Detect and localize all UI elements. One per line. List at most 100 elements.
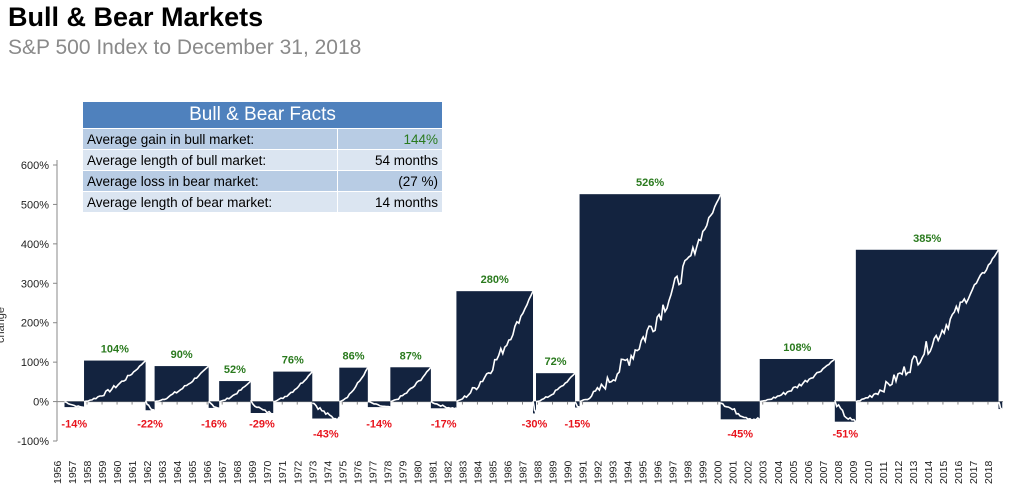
bear-index-line bbox=[997, 401, 1003, 411]
x-tick-label: 1998 bbox=[683, 460, 695, 484]
bull-data-label: 280% bbox=[481, 274, 509, 286]
bull-market-area bbox=[390, 367, 431, 402]
bear-data-label: -29% bbox=[249, 419, 275, 431]
x-tick-label: 1965 bbox=[187, 460, 199, 484]
bull-data-label: 72% bbox=[545, 356, 567, 368]
chart-subtitle: S&P 500 Index to December 31, 2018 bbox=[8, 36, 362, 59]
bear-data-label: -51% bbox=[832, 429, 858, 441]
x-tick-label: 1984 bbox=[472, 460, 484, 484]
bull-index-line bbox=[855, 249, 1000, 403]
bear-market-area bbox=[720, 401, 760, 420]
x-tick-label: 1966 bbox=[202, 460, 214, 484]
bear-index-line bbox=[720, 402, 761, 422]
bull-data-label: 76% bbox=[282, 355, 304, 367]
x-tick-label: 1956 bbox=[52, 460, 64, 484]
x-tick-label: 1979 bbox=[397, 460, 409, 484]
x-tick-label: 1981 bbox=[427, 460, 439, 484]
x-tick-label: 2008 bbox=[833, 460, 845, 484]
x-tick-label: 2014 bbox=[923, 460, 935, 484]
y-tick-label: 500% bbox=[21, 199, 49, 211]
bear-data-label: -43% bbox=[313, 429, 339, 441]
bull-data-label: 90% bbox=[171, 349, 193, 361]
bear-data-label: -22% bbox=[137, 419, 163, 431]
x-tick-label: 1964 bbox=[172, 460, 184, 484]
x-tick-label: 1991 bbox=[578, 460, 590, 484]
bull-market-area bbox=[84, 360, 146, 402]
x-tick-label: 2017 bbox=[968, 460, 980, 484]
x-tick-label: 2006 bbox=[803, 460, 815, 484]
bull-index-line bbox=[579, 193, 722, 403]
x-tick-label: 1982 bbox=[442, 460, 454, 484]
x-tick-label: 1968 bbox=[232, 460, 244, 484]
axes-layer: -100%0%100%200%300%400%500%600%1956 1957 1… bbox=[17, 160, 1003, 484]
bull-data-label: 86% bbox=[343, 351, 365, 363]
x-tick-label: 2018 bbox=[983, 460, 995, 484]
bull-market-area bbox=[456, 291, 534, 402]
x-tick-label: 1992 bbox=[593, 460, 605, 484]
bull-data-label: 87% bbox=[400, 350, 422, 362]
x-tick-label: 1986 bbox=[502, 460, 514, 484]
bull-index-line bbox=[273, 371, 313, 403]
bear-data-label: -16% bbox=[201, 419, 227, 431]
facts-row: Average loss in bear market: (27 %) bbox=[83, 170, 442, 192]
y-axis-label: change bbox=[0, 307, 7, 343]
y-tick-label: 300% bbox=[21, 278, 49, 290]
facts-row-label: Average length of bear market: bbox=[83, 191, 338, 213]
x-tick-label: 1988 bbox=[533, 460, 545, 484]
facts-row-label: Average gain in bull market: bbox=[83, 128, 338, 150]
bull-index-line bbox=[759, 358, 836, 403]
bear-market-area bbox=[250, 401, 274, 414]
bear-index-line bbox=[144, 400, 155, 412]
bear-data-label: -17% bbox=[431, 419, 457, 431]
x-tick-label: 1972 bbox=[292, 460, 304, 484]
x-tick-label: 1995 bbox=[638, 460, 650, 484]
bear-data-label: -45% bbox=[727, 429, 753, 441]
data-labels-layer: -14% 104% -22% 90% -16% 52% -29% 76% -43% 86% -14%… bbox=[61, 177, 941, 440]
bear-index-line bbox=[250, 399, 274, 416]
bear-data-label: -14% bbox=[366, 419, 392, 431]
facts-row-value: 54 months bbox=[337, 149, 442, 171]
bear-index-line bbox=[208, 400, 220, 410]
bear-market-area bbox=[312, 401, 340, 419]
bull-index-line bbox=[456, 290, 534, 403]
x-tick-label: 2004 bbox=[773, 460, 785, 484]
facts-row-value: 14 months bbox=[337, 191, 442, 213]
bear-index-line bbox=[430, 400, 457, 410]
bull-market-area bbox=[273, 371, 313, 402]
x-tick-label: 1989 bbox=[548, 460, 560, 484]
x-tick-label: 1985 bbox=[487, 460, 499, 484]
x-tick-label: 2005 bbox=[788, 460, 800, 484]
facts-row-label: Average loss in bear market: bbox=[83, 170, 338, 192]
bear-market-area bbox=[208, 401, 220, 408]
bull-index-line bbox=[218, 380, 252, 403]
bull-market-area bbox=[855, 249, 999, 402]
x-tick-label: 2011 bbox=[878, 461, 890, 484]
x-tick-label: 1996 bbox=[653, 460, 665, 484]
x-tick-label: 1983 bbox=[457, 460, 469, 484]
bear-market-area bbox=[145, 401, 155, 411]
y-tick-label: 400% bbox=[21, 239, 49, 251]
x-tick-label: 2002 bbox=[743, 460, 755, 484]
bull-index-line bbox=[390, 366, 432, 403]
y-tick-label: 600% bbox=[21, 160, 49, 172]
x-tick-label: 1976 bbox=[352, 460, 364, 484]
bear-market-area bbox=[64, 401, 85, 408]
bull-data-label: 104% bbox=[101, 344, 129, 356]
bull-market-area bbox=[219, 381, 251, 402]
y-tick-label: -100% bbox=[17, 436, 49, 448]
x-tick-label: 2007 bbox=[818, 460, 830, 484]
x-tick-label: 2012 bbox=[893, 460, 905, 484]
bear-index-line bbox=[834, 399, 857, 423]
x-tick-label: 1970 bbox=[262, 460, 274, 484]
x-tick-label: 1987 bbox=[517, 460, 529, 484]
x-tick-label: 2009 bbox=[848, 460, 860, 484]
facts-row: Average gain in bull market: 144% bbox=[83, 128, 442, 150]
bear-index-line bbox=[574, 401, 580, 408]
x-tick-label: 1977 bbox=[367, 460, 379, 484]
x-tick-label: 2010 bbox=[863, 460, 875, 484]
x-tick-label: 2015 bbox=[938, 460, 950, 484]
bear-index-line bbox=[312, 402, 340, 422]
x-tick-label: 1962 bbox=[142, 460, 154, 484]
bear-data-label: -15% bbox=[564, 419, 590, 431]
